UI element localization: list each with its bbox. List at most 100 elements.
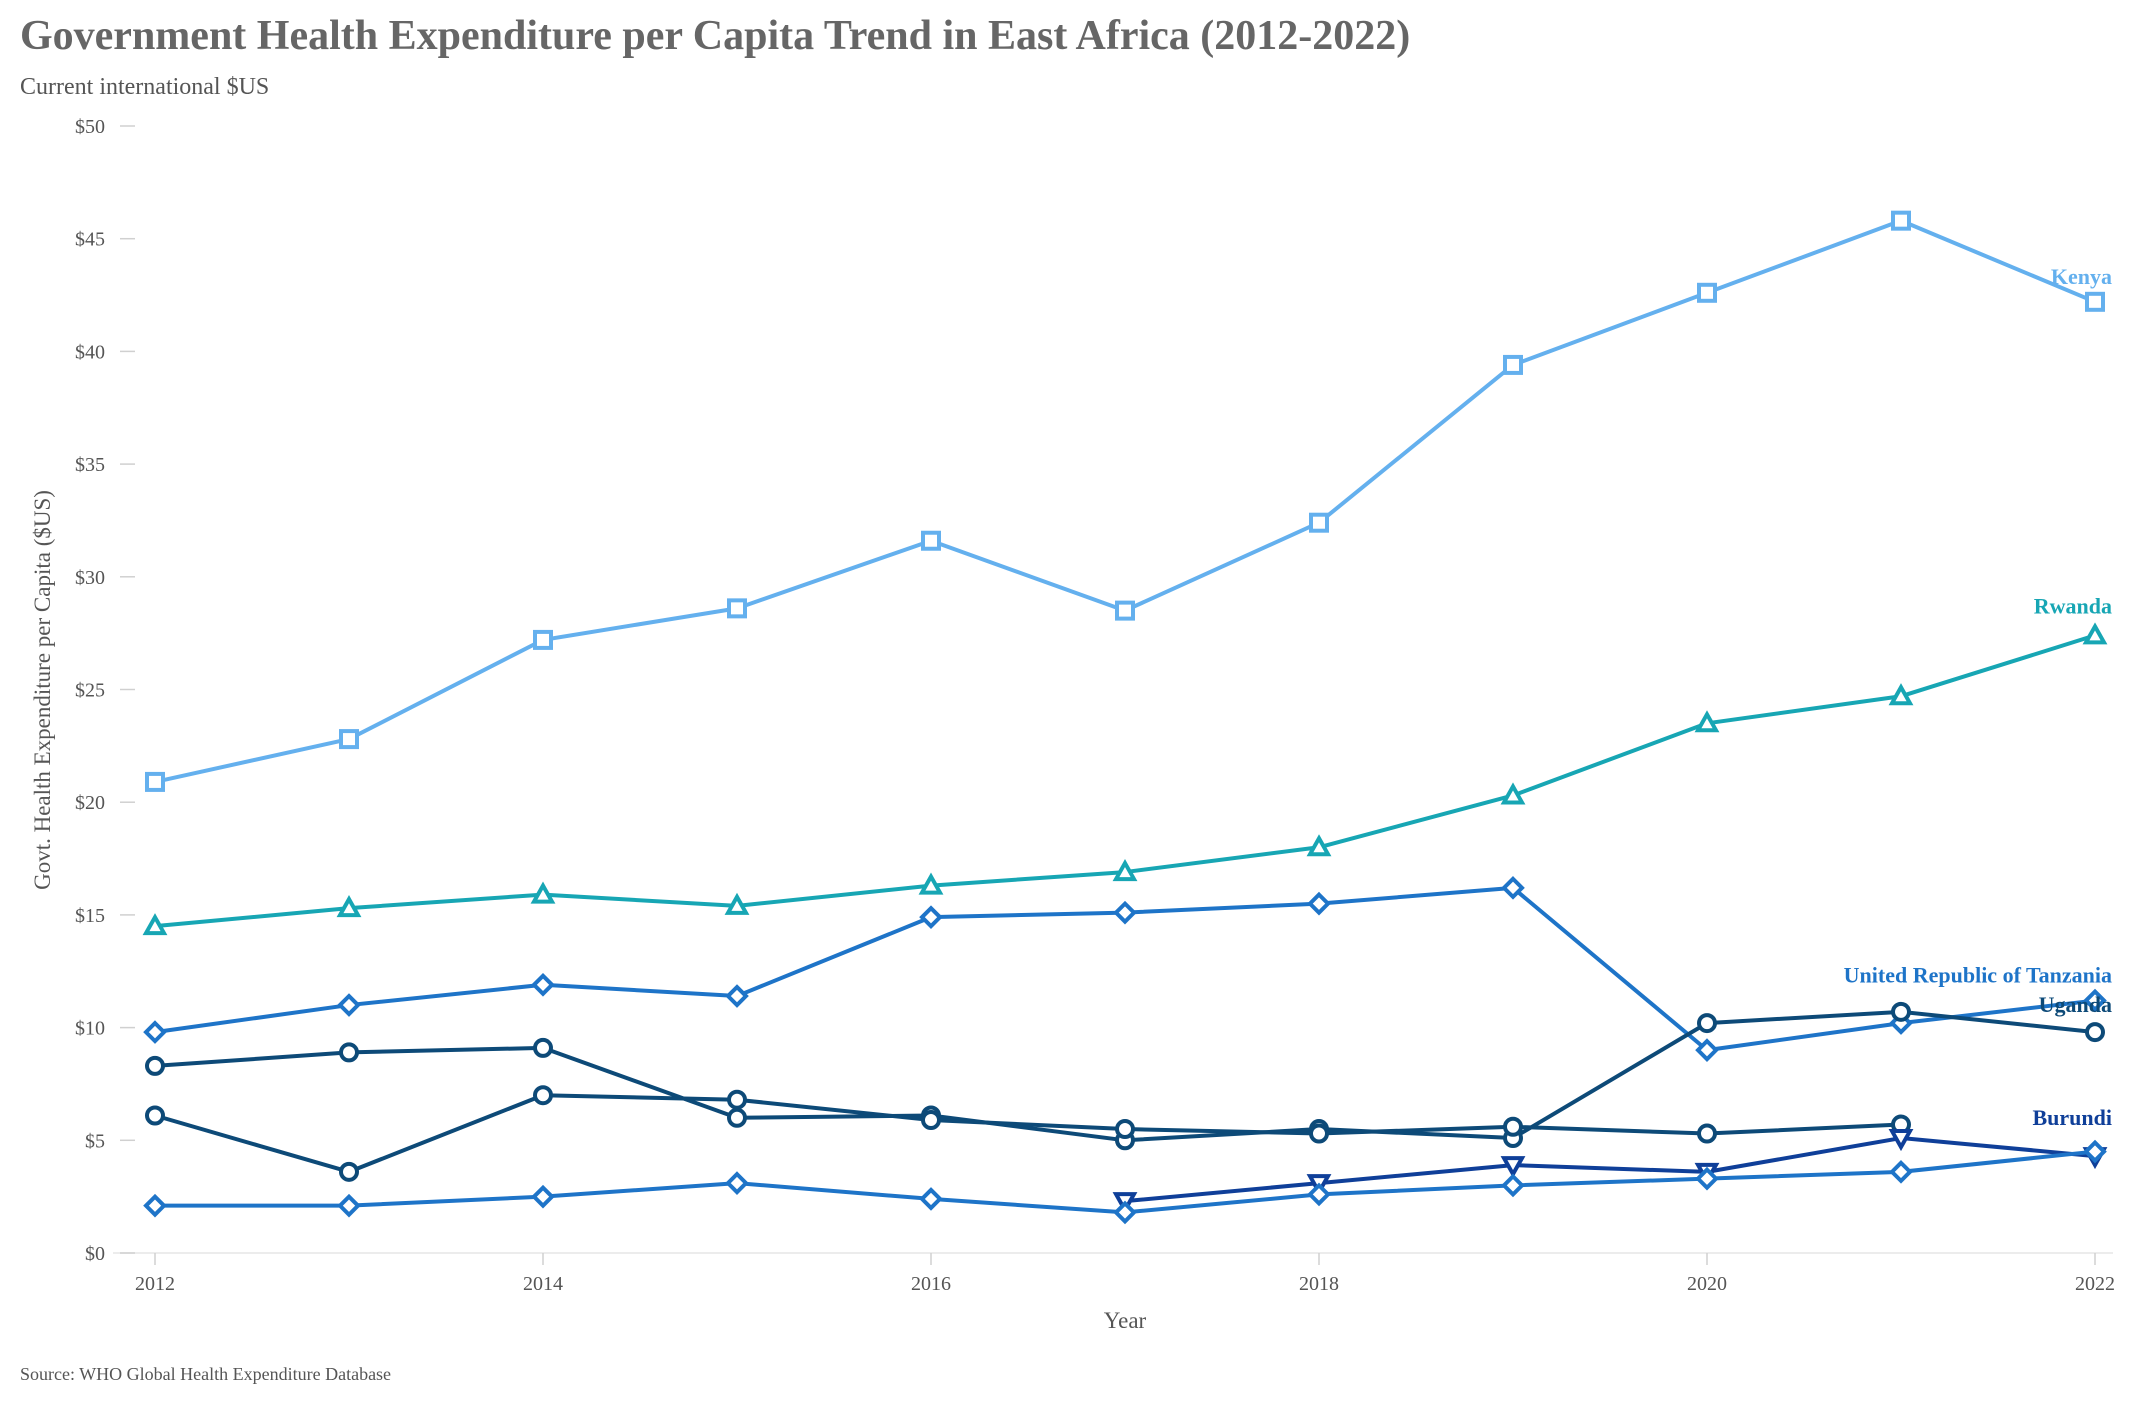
- y-tick-label: $35: [75, 454, 105, 476]
- series-label: Rwanda: [2034, 593, 2112, 618]
- series-label: Uganda: [2039, 992, 2112, 1017]
- series-4: [145, 1085, 1911, 1182]
- data-point-triangle-up: [142, 913, 168, 936]
- x-tick-label: 2012: [135, 1273, 175, 1295]
- x-tick-label: 2020: [1687, 1273, 1727, 1295]
- y-tick-label: $50: [75, 116, 105, 138]
- series-0: [145, 210, 2105, 792]
- data-point-triangle-up: [336, 895, 362, 918]
- series-line: [154, 218, 2096, 784]
- data-point-circle: [1697, 1013, 1717, 1034]
- data-point-diamond: [337, 1193, 361, 1218]
- data-point-triangle-up: [918, 872, 944, 895]
- data-point-circle: [727, 1089, 747, 1110]
- x-tick-label: 2016: [911, 1273, 951, 1295]
- data-point-circle: [1697, 1123, 1717, 1144]
- x-tick-label: 2014: [523, 1273, 563, 1295]
- series-3: [145, 1001, 2105, 1151]
- y-axis-label: Govt. Health Expenditure per Capita ($US…: [30, 490, 55, 890]
- data-point-diamond: [1307, 1182, 1331, 1207]
- y-tick-label: $40: [75, 341, 105, 363]
- data-point-diamond: [1113, 1200, 1137, 1225]
- series-line: [154, 1093, 1902, 1174]
- series-label: Kenya: [2051, 264, 2112, 289]
- series-labels: Kenya Rwanda United Republic of Tanzania Ug…: [1844, 264, 2112, 1130]
- data-point-square: [1115, 600, 1135, 621]
- data-point-square: [727, 598, 747, 619]
- chart-title: Government Health Expenditure per Capita…: [20, 13, 1411, 59]
- data-point-diamond: [919, 1187, 943, 1211]
- data-point-diamond: [337, 993, 361, 1017]
- data-point-square: [921, 530, 941, 551]
- y-tick-label: $45: [75, 229, 105, 251]
- data-point-circle: [1503, 1116, 1523, 1137]
- data-point-square: [145, 771, 165, 792]
- data-point-diamond: [1695, 1166, 1719, 1191]
- data-point-square: [1891, 210, 1911, 231]
- data-point-diamond: [1695, 1038, 1719, 1062]
- source-note: Source: WHO Global Health Expenditure Da…: [20, 1364, 392, 1384]
- data-point-diamond: [531, 1184, 555, 1209]
- data-point-triangle-up: [1500, 782, 1526, 805]
- series-1: [142, 622, 2108, 936]
- y-tick-label: $25: [75, 680, 105, 702]
- data-point-diamond: [1501, 1173, 1525, 1198]
- series-label: Burundi: [2033, 1105, 2113, 1130]
- data-point-triangle-up: [1306, 834, 1332, 857]
- y-tick-label: $10: [75, 1018, 105, 1040]
- data-point-square: [1309, 512, 1329, 533]
- data-point-diamond: [1501, 876, 1525, 900]
- x-tick-label: 2022: [2075, 1273, 2115, 1295]
- data-point-triangle-up: [2082, 622, 2108, 645]
- data-point-circle: [145, 1055, 165, 1076]
- y-tick-label: $5: [85, 1130, 105, 1152]
- x-tick-label: 2018: [1299, 1273, 1339, 1295]
- data-point-diamond: [2083, 1139, 2107, 1164]
- y-axis-ticks: $0 $5 $10 $15 $20 $25 $30 $35 $40 $45 $50: [75, 116, 135, 1265]
- data-point-triangle-up: [530, 881, 556, 904]
- data-point-circle: [533, 1085, 553, 1106]
- data-point-circle: [145, 1105, 165, 1126]
- data-point-circle: [1309, 1123, 1329, 1144]
- data-point-diamond: [531, 972, 555, 997]
- data-point-circle: [533, 1037, 553, 1058]
- series-line: [1124, 1136, 2096, 1204]
- data-point-triangle-up: [1112, 858, 1138, 882]
- data-point-square: [2085, 291, 2105, 312]
- data-point-square: [339, 729, 359, 750]
- data-point-circle: [339, 1161, 359, 1182]
- x-axis-ticks: 2012 2014 2016 2018 2020 2022: [135, 1253, 2115, 1295]
- data-point-diamond: [919, 905, 943, 929]
- chart-subtitle: Current international $US: [20, 74, 270, 100]
- y-tick-label: $15: [75, 905, 105, 927]
- data-point-diamond: [143, 1020, 167, 1044]
- data-point-triangle-down: [1888, 1129, 1914, 1152]
- data-point-triangle-up: [724, 892, 750, 915]
- data-point-square: [533, 629, 553, 650]
- data-point-diamond: [143, 1193, 167, 1218]
- data-point-circle: [1115, 1119, 1135, 1140]
- data-point-circle: [339, 1042, 359, 1063]
- y-tick-label: $0: [85, 1243, 105, 1265]
- data-point-diamond: [2083, 988, 2107, 1013]
- data-point-circle: [1891, 1001, 1911, 1022]
- data-point-square: [1503, 354, 1523, 375]
- data-point-square: [1697, 282, 1717, 303]
- series-6: [143, 1139, 2107, 1225]
- data-point-diamond: [1307, 891, 1331, 916]
- y-tick-label: $30: [75, 567, 105, 589]
- data-point-triangle-down: [1500, 1156, 1526, 1179]
- series-group: [142, 210, 2108, 1225]
- data-point-diamond: [725, 984, 749, 1008]
- data-point-circle: [2085, 1022, 2105, 1043]
- data-point-diamond: [1113, 900, 1137, 925]
- data-point-diamond: [725, 1171, 749, 1195]
- data-point-triangle-up: [1694, 710, 1720, 733]
- data-point-triangle-up: [1888, 683, 1914, 706]
- series-2: [143, 876, 2107, 1062]
- x-axis-label: Year: [1104, 1308, 1147, 1333]
- data-point-circle: [921, 1110, 941, 1131]
- series-label: United Republic of Tanzania: [1844, 963, 2112, 988]
- series-line: [154, 633, 2096, 929]
